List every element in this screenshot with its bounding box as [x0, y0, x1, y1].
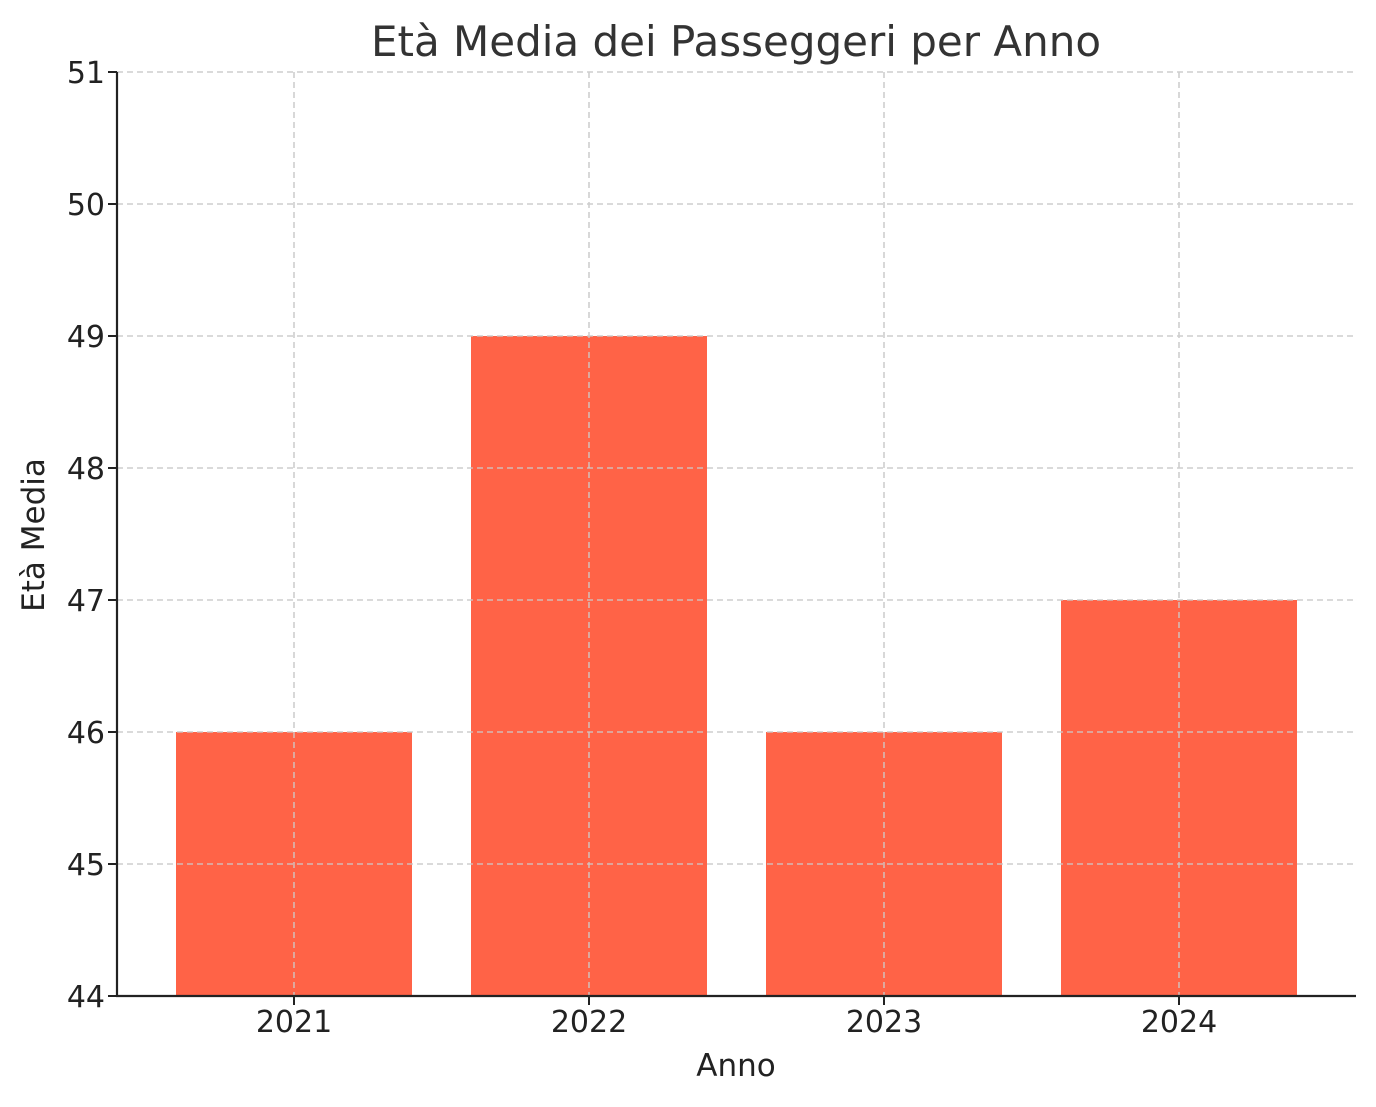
y-tick-label: 51	[67, 56, 105, 91]
y-tick-label: 49	[67, 320, 105, 355]
x-tick-label: 2021	[256, 1005, 332, 1040]
x-axis-label: Anno	[696, 1048, 775, 1084]
x-tick-label: 2022	[551, 1005, 627, 1040]
y-axis-label: Età Media	[16, 458, 52, 612]
y-tick-label: 47	[67, 584, 105, 619]
axes-layer	[115, 72, 1356, 998]
ticks-layer: 44 45 46 47 48 49 50 51 2021 2022 2023 2024	[67, 56, 1217, 1040]
x-tick-label: 2024	[1141, 1005, 1217, 1040]
bars-layer	[176, 336, 1297, 996]
y-tick-label: 50	[67, 188, 105, 223]
y-tick-label: 45	[67, 848, 105, 883]
y-tick-label: 44	[67, 980, 105, 1015]
chart-title: Età Media dei Passeggeri per Anno	[371, 17, 1101, 66]
y-tick-label: 46	[67, 716, 105, 751]
y-tick-label: 48	[67, 452, 105, 487]
x-tick-label: 2023	[846, 1005, 922, 1040]
